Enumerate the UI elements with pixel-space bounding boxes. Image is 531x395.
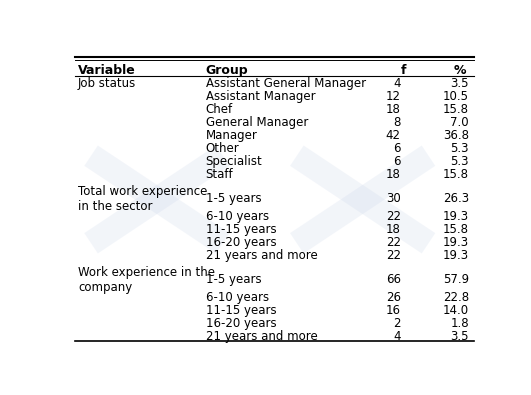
Text: 7.0: 7.0 bbox=[450, 116, 469, 129]
Text: 6-10 years: 6-10 years bbox=[205, 291, 269, 304]
Text: 1-5 years: 1-5 years bbox=[205, 273, 261, 286]
Text: 2: 2 bbox=[393, 317, 401, 330]
Text: 5.3: 5.3 bbox=[450, 142, 469, 154]
Text: 57.9: 57.9 bbox=[443, 273, 469, 286]
Text: Specialist: Specialist bbox=[205, 154, 262, 167]
Text: 11-15 years: 11-15 years bbox=[205, 223, 276, 236]
Text: 15.8: 15.8 bbox=[443, 103, 469, 116]
Text: 15.8: 15.8 bbox=[443, 223, 469, 236]
Text: Staff: Staff bbox=[205, 167, 233, 181]
Text: Variable: Variable bbox=[78, 64, 135, 77]
Text: 36.8: 36.8 bbox=[443, 129, 469, 141]
Text: 6-10 years: 6-10 years bbox=[205, 210, 269, 223]
Text: 15.8: 15.8 bbox=[443, 167, 469, 181]
Text: 22: 22 bbox=[386, 210, 401, 223]
Text: 66: 66 bbox=[386, 273, 401, 286]
Text: Assistant General Manager: Assistant General Manager bbox=[205, 77, 366, 90]
Text: Assistant Manager: Assistant Manager bbox=[205, 90, 315, 103]
Text: 19.3: 19.3 bbox=[443, 236, 469, 248]
Text: 18: 18 bbox=[386, 103, 401, 116]
Text: Group: Group bbox=[205, 64, 249, 77]
Text: 18: 18 bbox=[386, 223, 401, 236]
Text: 19.3: 19.3 bbox=[443, 210, 469, 223]
Text: 21 years and more: 21 years and more bbox=[205, 249, 318, 261]
Text: 6: 6 bbox=[393, 154, 401, 167]
Text: %: % bbox=[454, 64, 467, 77]
Text: 21 years and more: 21 years and more bbox=[205, 330, 318, 343]
Text: 16-20 years: 16-20 years bbox=[205, 317, 276, 330]
Text: 10.5: 10.5 bbox=[443, 90, 469, 103]
Text: 22.8: 22.8 bbox=[443, 291, 469, 304]
Text: 42: 42 bbox=[386, 129, 401, 141]
Text: 8: 8 bbox=[393, 116, 401, 129]
Text: 11-15 years: 11-15 years bbox=[205, 304, 276, 317]
Text: Work experience in the
company: Work experience in the company bbox=[78, 265, 215, 293]
Text: 18: 18 bbox=[386, 167, 401, 181]
Text: 26: 26 bbox=[386, 291, 401, 304]
Text: Chef: Chef bbox=[205, 103, 233, 116]
Text: 19.3: 19.3 bbox=[443, 249, 469, 261]
Text: 14.0: 14.0 bbox=[443, 304, 469, 317]
Text: 16: 16 bbox=[386, 304, 401, 317]
Text: Job status: Job status bbox=[78, 77, 136, 90]
Text: 12: 12 bbox=[386, 90, 401, 103]
Text: 1.8: 1.8 bbox=[450, 317, 469, 330]
Text: 4: 4 bbox=[393, 77, 401, 90]
Text: 1-5 years: 1-5 years bbox=[205, 192, 261, 205]
Text: 3.5: 3.5 bbox=[450, 330, 469, 343]
Text: 22: 22 bbox=[386, 236, 401, 248]
Text: Manager: Manager bbox=[205, 129, 258, 141]
Text: 6: 6 bbox=[393, 142, 401, 154]
Text: 22: 22 bbox=[386, 249, 401, 261]
Text: General Manager: General Manager bbox=[205, 116, 308, 129]
Text: 3.5: 3.5 bbox=[450, 77, 469, 90]
Text: 30: 30 bbox=[386, 192, 401, 205]
Text: 4: 4 bbox=[393, 330, 401, 343]
Text: 5.3: 5.3 bbox=[450, 154, 469, 167]
Text: Other: Other bbox=[205, 142, 239, 154]
Text: 16-20 years: 16-20 years bbox=[205, 236, 276, 248]
Text: Total work experience
in the sector: Total work experience in the sector bbox=[78, 184, 207, 213]
Text: 26.3: 26.3 bbox=[443, 192, 469, 205]
Text: f: f bbox=[401, 64, 407, 77]
